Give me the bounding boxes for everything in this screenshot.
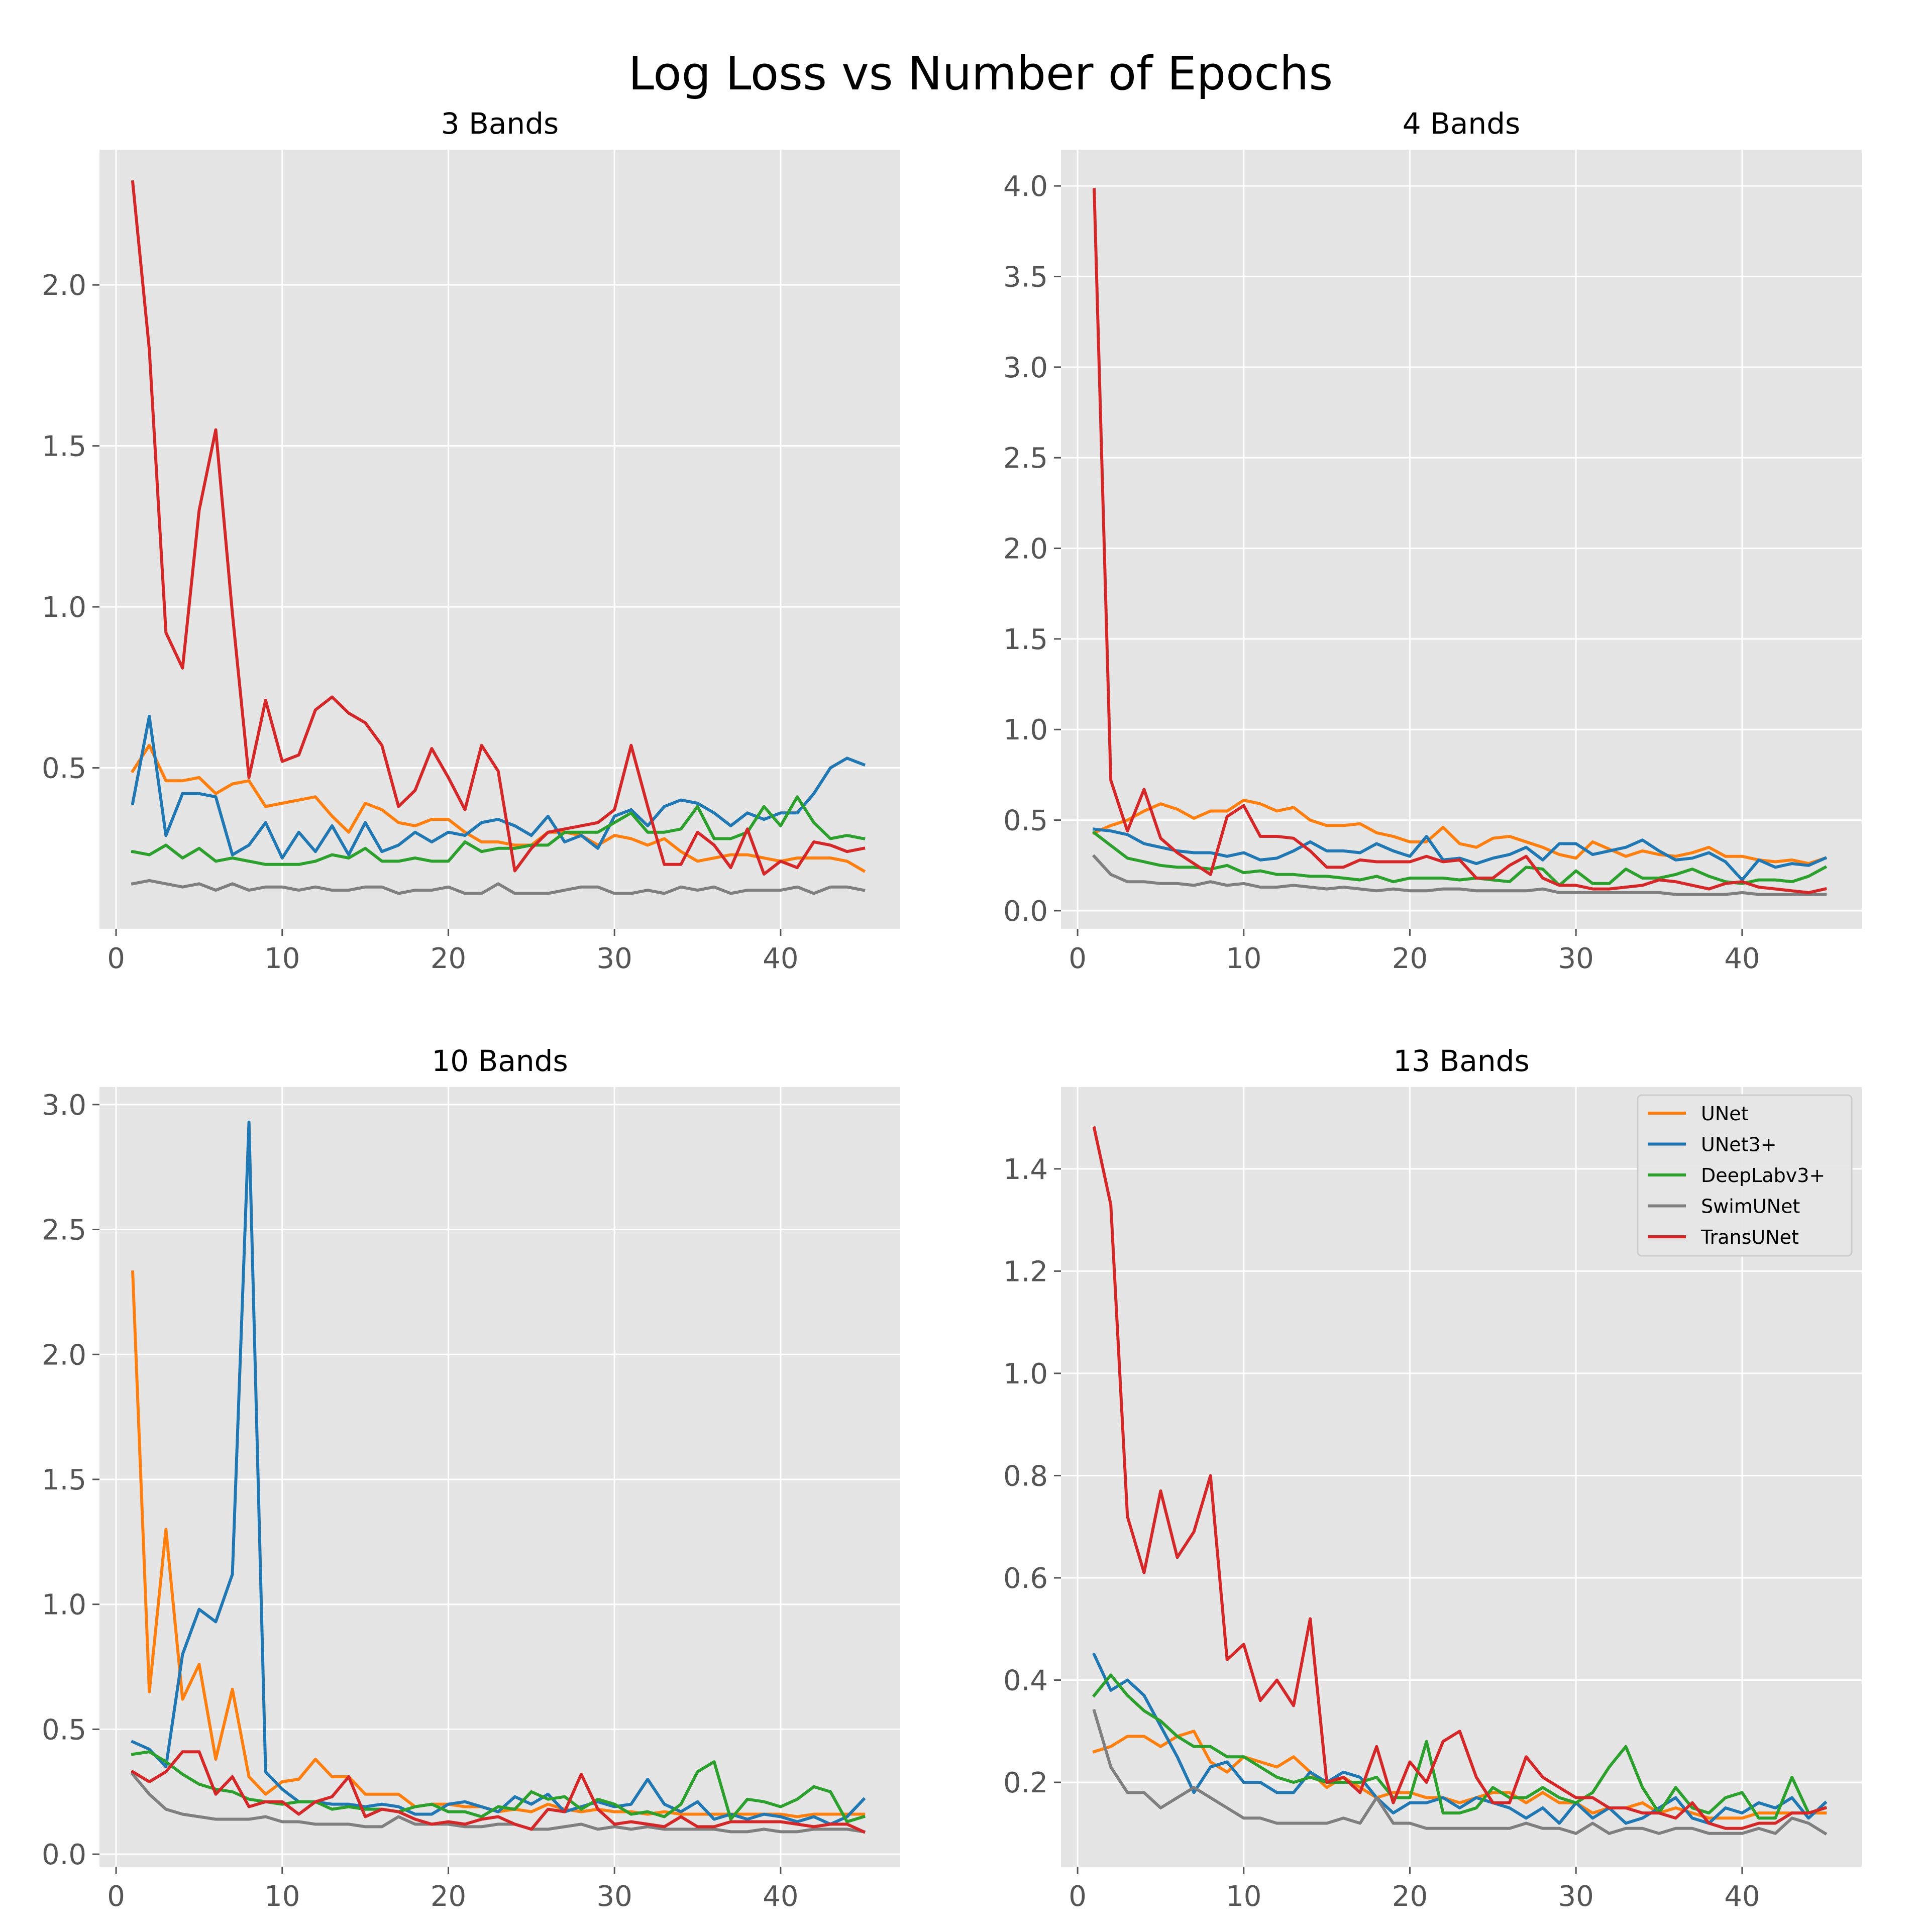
x-tick-label: 40 — [1724, 942, 1760, 975]
plot-area — [99, 1087, 900, 1867]
x-tick-label: 10 — [1226, 942, 1261, 975]
x-tick-label: 0 — [1069, 942, 1087, 975]
y-tick-label: 1.0 — [42, 591, 86, 624]
subplots: 3 Bands 0 10 20 30 40 0.5 1.0 1.5 2.0 4 Bands 0 10 20… — [42, 106, 1862, 1913]
y-tick-label: 1.2 — [1003, 1255, 1048, 1288]
x-tick-label: 40 — [1724, 1880, 1760, 1913]
series-line-swimunet — [1092, 1708, 1828, 1836]
subplot-3-bands: 3 Bands 0 10 20 30 40 0.5 1.0 1.5 2.0 — [42, 106, 900, 975]
y-tick-label: 1.0 — [1003, 714, 1048, 746]
y-tick-label: 0.5 — [1003, 805, 1048, 837]
y-tick-label: 2.0 — [42, 1339, 86, 1371]
y-tick-label: 1.5 — [1003, 623, 1048, 656]
legend-label-deeplabv3: DeepLabv3+ — [1701, 1164, 1825, 1187]
y-tick-label: 2.5 — [1003, 442, 1048, 475]
y-tick-label: 0.0 — [42, 1839, 86, 1871]
subplot-title: 10 Bands — [432, 1044, 568, 1078]
series-line-transunet — [1092, 1126, 1827, 1830]
x-tick-label: 40 — [763, 942, 798, 975]
legend-label-unet3: UNet3+ — [1701, 1134, 1777, 1156]
figure-title: Log Loss vs Number of Epochs — [628, 47, 1333, 100]
x-tick-label: 10 — [1226, 1880, 1261, 1913]
y-tick-label: 0.0 — [1003, 895, 1048, 928]
x-tick-label: 20 — [1392, 942, 1428, 975]
series-line-unet3 — [1092, 1652, 1828, 1825]
series-line-transunet — [1093, 188, 1827, 894]
series-line-deeplabv3 — [131, 795, 866, 866]
series-line-swimunet — [130, 1772, 866, 1834]
series-line-transunet — [130, 1750, 866, 1834]
legend-frame — [1637, 1094, 1853, 1257]
series-line-unet — [1092, 798, 1827, 866]
y-tick-label: 2.0 — [1003, 533, 1048, 566]
x-tick-label: 0 — [107, 942, 125, 975]
legend-label-unet: UNet — [1701, 1103, 1749, 1125]
legend-label-transunet: TransUNet — [1700, 1226, 1799, 1248]
x-tick-label: 20 — [431, 942, 466, 975]
x-tick-label: 30 — [597, 1880, 632, 1913]
x-tick-label: 20 — [1392, 1880, 1428, 1913]
subplot-4-bands: 4 Bands 0 10 20 30 40 0.0 0.5 1.0 1.5 2.0 2.5 3.0 3.5… — [1003, 106, 1862, 975]
x-tick-label: 30 — [1558, 1880, 1594, 1913]
subplot-title: 4 Bands — [1403, 106, 1520, 141]
series-line-deeplabv3 — [1092, 1673, 1827, 1820]
y-tick-label: 0.5 — [42, 1713, 86, 1746]
y-tick-label: 1.0 — [1003, 1358, 1048, 1390]
y-tick-label: 4.0 — [1003, 170, 1048, 203]
subplot-13-bands: 13 Bands 0 10 20 30 40 0.2 0.4 0.6 0.8 1.0 1.2 1.4 UN… — [1003, 1044, 1862, 1913]
y-tick-label: 2.0 — [42, 269, 86, 302]
y-tick-label: 3.0 — [42, 1089, 86, 1122]
y-tick-label: 2.5 — [42, 1214, 86, 1247]
y-tick-label: 3.0 — [1003, 352, 1048, 384]
series-line-swimunet — [1092, 854, 1827, 896]
series-line-transunet — [131, 180, 866, 876]
legend: UNet UNet3+ DeepLabv3+ SwimUNet TransUNet — [1637, 1094, 1853, 1257]
x-tick-label: 0 — [107, 1880, 125, 1913]
series-line-unet3 — [131, 1120, 866, 1826]
y-tick-label: 3.5 — [1003, 261, 1048, 293]
plot-area — [1061, 150, 1862, 929]
series-line-unet3 — [131, 715, 866, 860]
series-line-swimunet — [131, 879, 866, 895]
x-tick-label: 0 — [1069, 1880, 1087, 1913]
y-tick-label: 0.6 — [1003, 1562, 1048, 1595]
x-tick-label: 30 — [1558, 942, 1594, 975]
y-tick-label: 1.0 — [42, 1589, 86, 1622]
series-line-deeplabv3 — [1092, 830, 1828, 887]
x-tick-label: 40 — [763, 1880, 798, 1913]
y-tick-label: 1.5 — [42, 431, 86, 463]
y-tick-label: 0.8 — [1003, 1460, 1048, 1492]
subplot-title: 13 Bands — [1393, 1044, 1529, 1078]
y-tick-label: 0.5 — [42, 753, 86, 785]
x-tick-label: 30 — [597, 942, 632, 975]
series-line-unet — [130, 743, 866, 873]
series-line-deeplabv3 — [131, 1750, 866, 1823]
y-tick-label: 0.4 — [1003, 1665, 1048, 1697]
plot-area — [99, 150, 900, 929]
y-tick-label: 0.2 — [1003, 1767, 1048, 1799]
subplot-title: 3 Bands — [441, 106, 559, 141]
x-tick-label: 20 — [431, 1880, 466, 1913]
y-tick-label: 1.4 — [1003, 1153, 1048, 1186]
legend-label-swimunet: SwimUNet — [1701, 1196, 1800, 1218]
subplot-10-bands: 10 Bands 0 10 20 30 40 0.0 0.5 1.0 1.5 2.0 2.5 3.0 — [42, 1044, 900, 1913]
x-tick-label: 10 — [264, 1880, 300, 1913]
y-tick-label: 1.5 — [42, 1464, 86, 1496]
x-tick-label: 10 — [264, 942, 300, 975]
